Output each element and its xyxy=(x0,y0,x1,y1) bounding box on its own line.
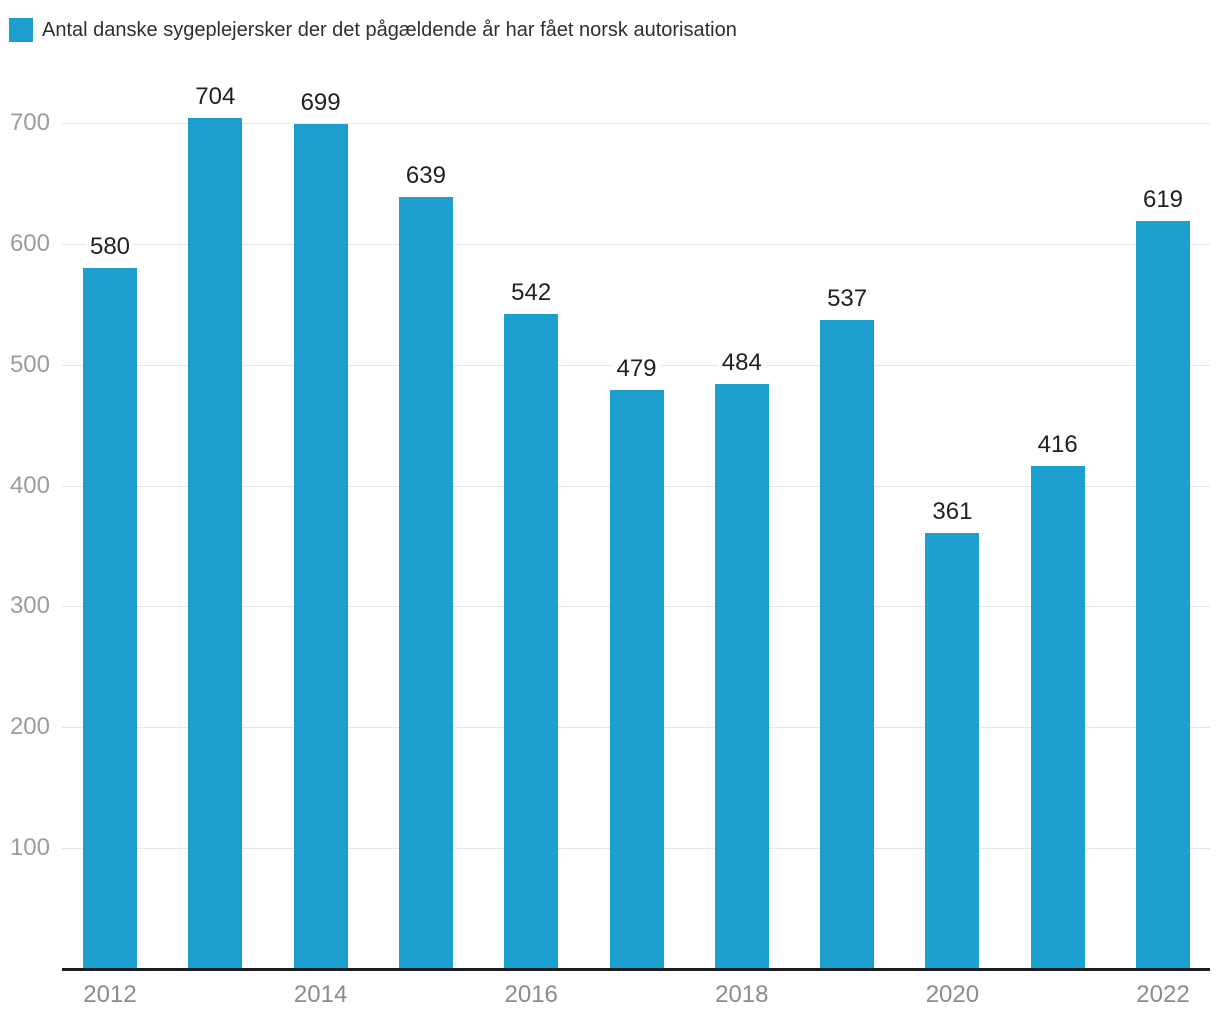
y-axis-tick-label: 300 xyxy=(9,592,50,620)
x-axis-tick-label: 2014 xyxy=(293,981,348,1008)
bar-value-label: 619 xyxy=(1138,186,1188,213)
bar-2016[interactable] xyxy=(504,314,559,969)
bar-2022[interactable] xyxy=(1136,220,1190,969)
bar-value-label: 580 xyxy=(85,234,135,260)
legend[interactable]: Antal danske sygeplejersker der det pågæ… xyxy=(9,18,737,42)
bar-value-label: 699 xyxy=(296,90,345,117)
x-axis-tick-label: 2018 xyxy=(715,981,769,1008)
bar-2017[interactable] xyxy=(609,390,664,969)
y-gridline xyxy=(62,243,1210,245)
bar-2014[interactable] xyxy=(293,124,348,969)
bar-value-label: 542 xyxy=(507,280,556,306)
y-axis-tick-label: 500 xyxy=(9,350,50,378)
bar-2019[interactable] xyxy=(820,320,875,969)
bar-2020[interactable] xyxy=(925,532,980,969)
y-axis-tick-label: 400 xyxy=(9,471,50,499)
bar-2012[interactable] xyxy=(83,268,137,969)
y-axis-tick-label: 700 xyxy=(9,109,50,136)
bar-2013[interactable] xyxy=(188,118,243,969)
x-axis-tick-label: 2016 xyxy=(504,981,558,1008)
x-axis-line xyxy=(62,968,1210,971)
bar-value-label: 484 xyxy=(717,350,766,377)
bar-value-label: 416 xyxy=(1033,432,1082,459)
x-axis-tick-label: 2012 xyxy=(83,981,137,1008)
y-axis-tick-label: 100 xyxy=(9,834,50,862)
bar-2021[interactable] xyxy=(1030,466,1085,969)
x-axis-tick-label: 2022 xyxy=(1136,981,1190,1008)
bar-value-label: 639 xyxy=(401,162,450,189)
bar-value-label: 361 xyxy=(928,498,977,525)
y-axis-tick-label: 600 xyxy=(9,229,50,257)
x-axis-tick-label: 2020 xyxy=(925,981,980,1008)
bar-2015[interactable] xyxy=(398,196,453,969)
y-gridline xyxy=(62,123,1210,124)
bar-value-label: 479 xyxy=(612,356,661,383)
legend-label: Antal danske sygeplejersker der det pågæ… xyxy=(42,19,737,41)
y-axis-tick-label: 200 xyxy=(9,713,50,741)
legend-swatch-icon xyxy=(9,18,33,42)
bar-2018[interactable] xyxy=(714,384,769,969)
bar-value-label: 537 xyxy=(823,286,872,312)
bar-value-label: 704 xyxy=(191,84,240,111)
